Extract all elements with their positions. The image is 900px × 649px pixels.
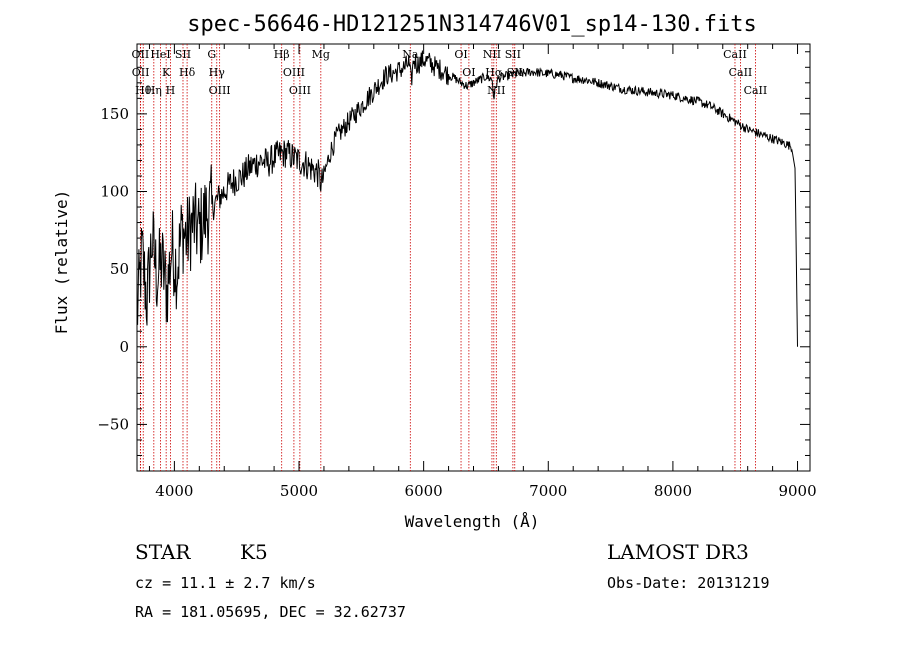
spectral-line-label: Na: [402, 48, 419, 61]
spectral-line-label: OIII: [209, 84, 231, 97]
y-tick-label: 0: [119, 338, 129, 356]
spectral-line-label: H: [166, 84, 176, 97]
spectral-line-label: SII: [505, 48, 521, 61]
spectral-line-label: Hδ: [179, 66, 196, 79]
chart-title: spec-56646-HD121251N314746V01_sp14-130.f…: [187, 12, 757, 37]
y-tick-label: −50: [97, 415, 129, 433]
x-tick-label: 8000: [654, 482, 692, 500]
subclass: K5: [240, 540, 268, 564]
y-tick-label: 100: [100, 183, 129, 201]
spectral-line-label: OIII: [283, 66, 305, 79]
spectrum-chart: spec-56646-HD121251N314746V01_sp14-130.f…: [52, 12, 817, 531]
spectral-line-label: OI: [462, 66, 475, 79]
spectral-line-label: OII: [132, 48, 150, 61]
spectral-line-label: OI: [454, 48, 467, 61]
x-tick-label: 4000: [155, 482, 193, 500]
y-tick-label: 150: [100, 105, 129, 123]
spectral-line-label: Mg: [312, 48, 330, 61]
spectral-line-label: OIII: [289, 84, 311, 97]
spectral-line-label: SII: [175, 48, 191, 61]
x-tick-label: 7000: [529, 482, 567, 500]
spectral-line-label: Hα: [485, 66, 503, 79]
spectral-line-markers: [139, 44, 756, 471]
x-axis-ticks: 4000 5000 6000 7000 8000 9000: [148, 44, 817, 500]
redshift-cz: cz = 11.1 ± 2.7 km/s: [135, 574, 316, 592]
spectral-line-label: OII: [132, 66, 150, 79]
x-tick-label: 5000: [280, 482, 318, 500]
flux-series-line: [136, 50, 798, 347]
plot-frame: [136, 43, 811, 472]
obs-date: Obs-Date: 20131219: [607, 574, 770, 592]
y-tick-label: 50: [110, 260, 129, 278]
spectral-line-label: NII: [487, 84, 505, 97]
spectral-line-label: HeI: [150, 48, 170, 61]
spectral-line-label: NII: [483, 48, 501, 61]
spectral-line-label: Hβ: [274, 48, 290, 61]
spectral-line-label: Hθ: [135, 84, 152, 97]
x-tick-label: 6000: [405, 482, 443, 500]
y-axis-label: Flux (relative): [52, 190, 71, 335]
x-tick-label: 9000: [778, 482, 816, 500]
spectral-line-label: K: [162, 66, 171, 79]
survey-name: LAMOST DR3: [607, 540, 749, 564]
spectral-line-label: CaII: [729, 66, 753, 79]
spectral-line-label: CaII: [723, 48, 747, 61]
spectral-line-label: Hη: [146, 84, 162, 97]
spectral-line-label: G: [207, 48, 216, 61]
spectral-line-label: CaII: [744, 84, 768, 97]
object-type: STAR: [135, 540, 191, 564]
x-axis-label: Wavelength (Å): [405, 512, 540, 531]
spectral-line-label: Hγ: [209, 66, 226, 79]
ra-dec: RA = 181.05695, DEC = 32.62737: [135, 603, 406, 621]
y-axis-ticks: −50 0 50 100 150: [97, 51, 810, 456]
